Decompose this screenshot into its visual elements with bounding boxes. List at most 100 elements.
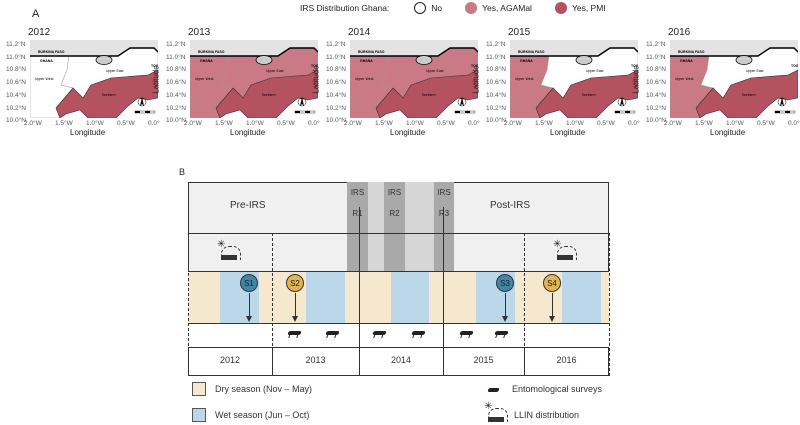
year-cell-label: 2015 [473,355,494,365]
label-burkina: BURKINA FASO [518,50,545,54]
north-arrow-icon [297,97,307,107]
dry-season-segment [515,271,524,324]
lake-hatched [735,55,753,65]
scale-bar [454,110,476,114]
label-upper-west: Upper West [675,77,693,81]
survey-marker-s2: S2 [286,274,304,292]
label-upper-east: Upper East [266,69,284,73]
label-upper-east: Upper East [426,69,444,73]
bed-shape [488,417,504,422]
legend-swatch-pmi [554,2,567,14]
y-axis-label: Latitude [151,65,161,94]
mosquito-legs [412,334,423,338]
lat-tick-label: 10.6°N [646,79,666,87]
year-cell-label: 2016 [556,355,577,365]
x-axis-label: Longitude [550,128,586,137]
scale-bar [134,110,156,114]
lon-tick-label: 1.0°W [406,120,424,127]
year-divider [272,233,273,376]
lon-tick-label: 0.0° [468,120,480,127]
label-upper-west: Upper West [515,77,533,81]
lat-tick-label: 10.6°N [486,79,506,87]
label-northern: Northern [262,93,276,97]
lon-tick-label: 1.5°W [215,120,233,127]
header-divider [188,233,609,234]
label-northern: Northern [742,93,756,97]
year-divider [524,233,525,376]
lat-tick-label: 10.6°N [166,79,186,87]
x-axis-label: Longitude [230,128,266,137]
lon-tick-label: 0.0° [788,120,800,127]
lat-tick-label: 11.2°N [646,41,666,48]
label-ghana: GHANA [680,59,693,63]
lat-tick-label: 10.0°N [486,117,506,125]
year-divider-solid [359,347,360,376]
mosquito-burst: ✳ [553,239,562,250]
legend-label-llin: LLIN distribution [514,410,580,420]
region-northern [535,69,638,118]
legend-label-pmi: Yes, PMI [571,3,606,13]
map-2012: BURKINA FASO GHANA TOGO Upper West Upper Eas… [30,40,158,118]
mosquito-legs [326,334,337,338]
label-ghana: GHANA [200,59,213,63]
mosquito-icon [325,331,340,338]
map-2016: BURKINA FASO GHANA TOGO Upper West Upper Eas… [670,40,798,118]
year-divider-solid [443,347,444,376]
lon-tick-label: 1.0°W [566,120,584,127]
panel-b-label: B [179,167,186,177]
scale-bar [774,110,796,114]
lat-tick-label: 10.2°N [486,104,506,112]
bed-shape [557,255,573,260]
legend-swatch-dry [192,382,206,396]
dry-season-segment [345,271,359,324]
north-arrow-icon [137,97,147,107]
region-northern [375,69,478,118]
y-axis-label: Latitude [311,65,321,94]
year-divider-solid [524,347,525,376]
arrow-head [292,316,298,322]
dry-season-segment [259,271,272,324]
arrow-head [549,316,555,322]
legend-title: IRS Distribution Ghana: [300,3,390,13]
lat-tick-label: 11.2°N [6,41,26,48]
lon-tick-label: 2.0°W [504,120,522,127]
pre-irs-label: Pre-IRS [230,200,266,211]
year-divider [359,207,360,376]
irs-round-2: IRS R2 [384,182,405,271]
scale-bar [294,110,316,114]
mosquito-icon [494,331,509,338]
dry-season-segment [601,271,609,324]
lon-tick-label: 0.0° [628,120,640,127]
lat-tick-label: 10.4°N [166,91,186,99]
label-upper-east: Upper East [106,69,124,73]
mosquito-legs [495,334,506,338]
year-divider [443,207,444,376]
survey-marker-s3: S3 [496,274,514,292]
lat-tick-label: 10.0°N [166,117,186,125]
lat-tick-label: 10.0°N [6,117,26,125]
dry-season-segment [443,271,476,324]
lon-tick-label: 0.5°W [117,120,135,127]
lon-tick-label: 0.5°W [597,120,615,127]
map-legend: IRS Distribution Ghana: No Yes, AGAMal Y… [300,2,606,14]
international-border [190,47,318,57]
lat-tick-label: 10.2°N [326,104,346,112]
lat-tick-label: 10.4°N [486,91,506,99]
x-axis-label: Longitude [70,128,106,137]
bed-shape [221,255,237,260]
year-cell-label: 2013 [305,355,326,365]
lon-tick-label: 2.0°W [344,120,362,127]
legend-swatch-no [414,2,427,14]
year-divider [609,233,610,376]
mosquito-legs [460,334,471,338]
scale-bar [614,110,636,114]
label-togo: TOGO [471,64,478,68]
lat-tick-label: 10.2°N [646,104,666,112]
lat-tick-label: 11.2°N [166,41,186,48]
label-burkina: BURKINA FASO [678,50,705,54]
lat-tick-label: 11.0°N [166,53,186,61]
lon-tick-label: 0.5°W [437,120,455,127]
legend-label-no: No [431,3,443,13]
map-year-title: 2015 [508,27,531,38]
y-axis-label: Latitude [471,65,481,94]
